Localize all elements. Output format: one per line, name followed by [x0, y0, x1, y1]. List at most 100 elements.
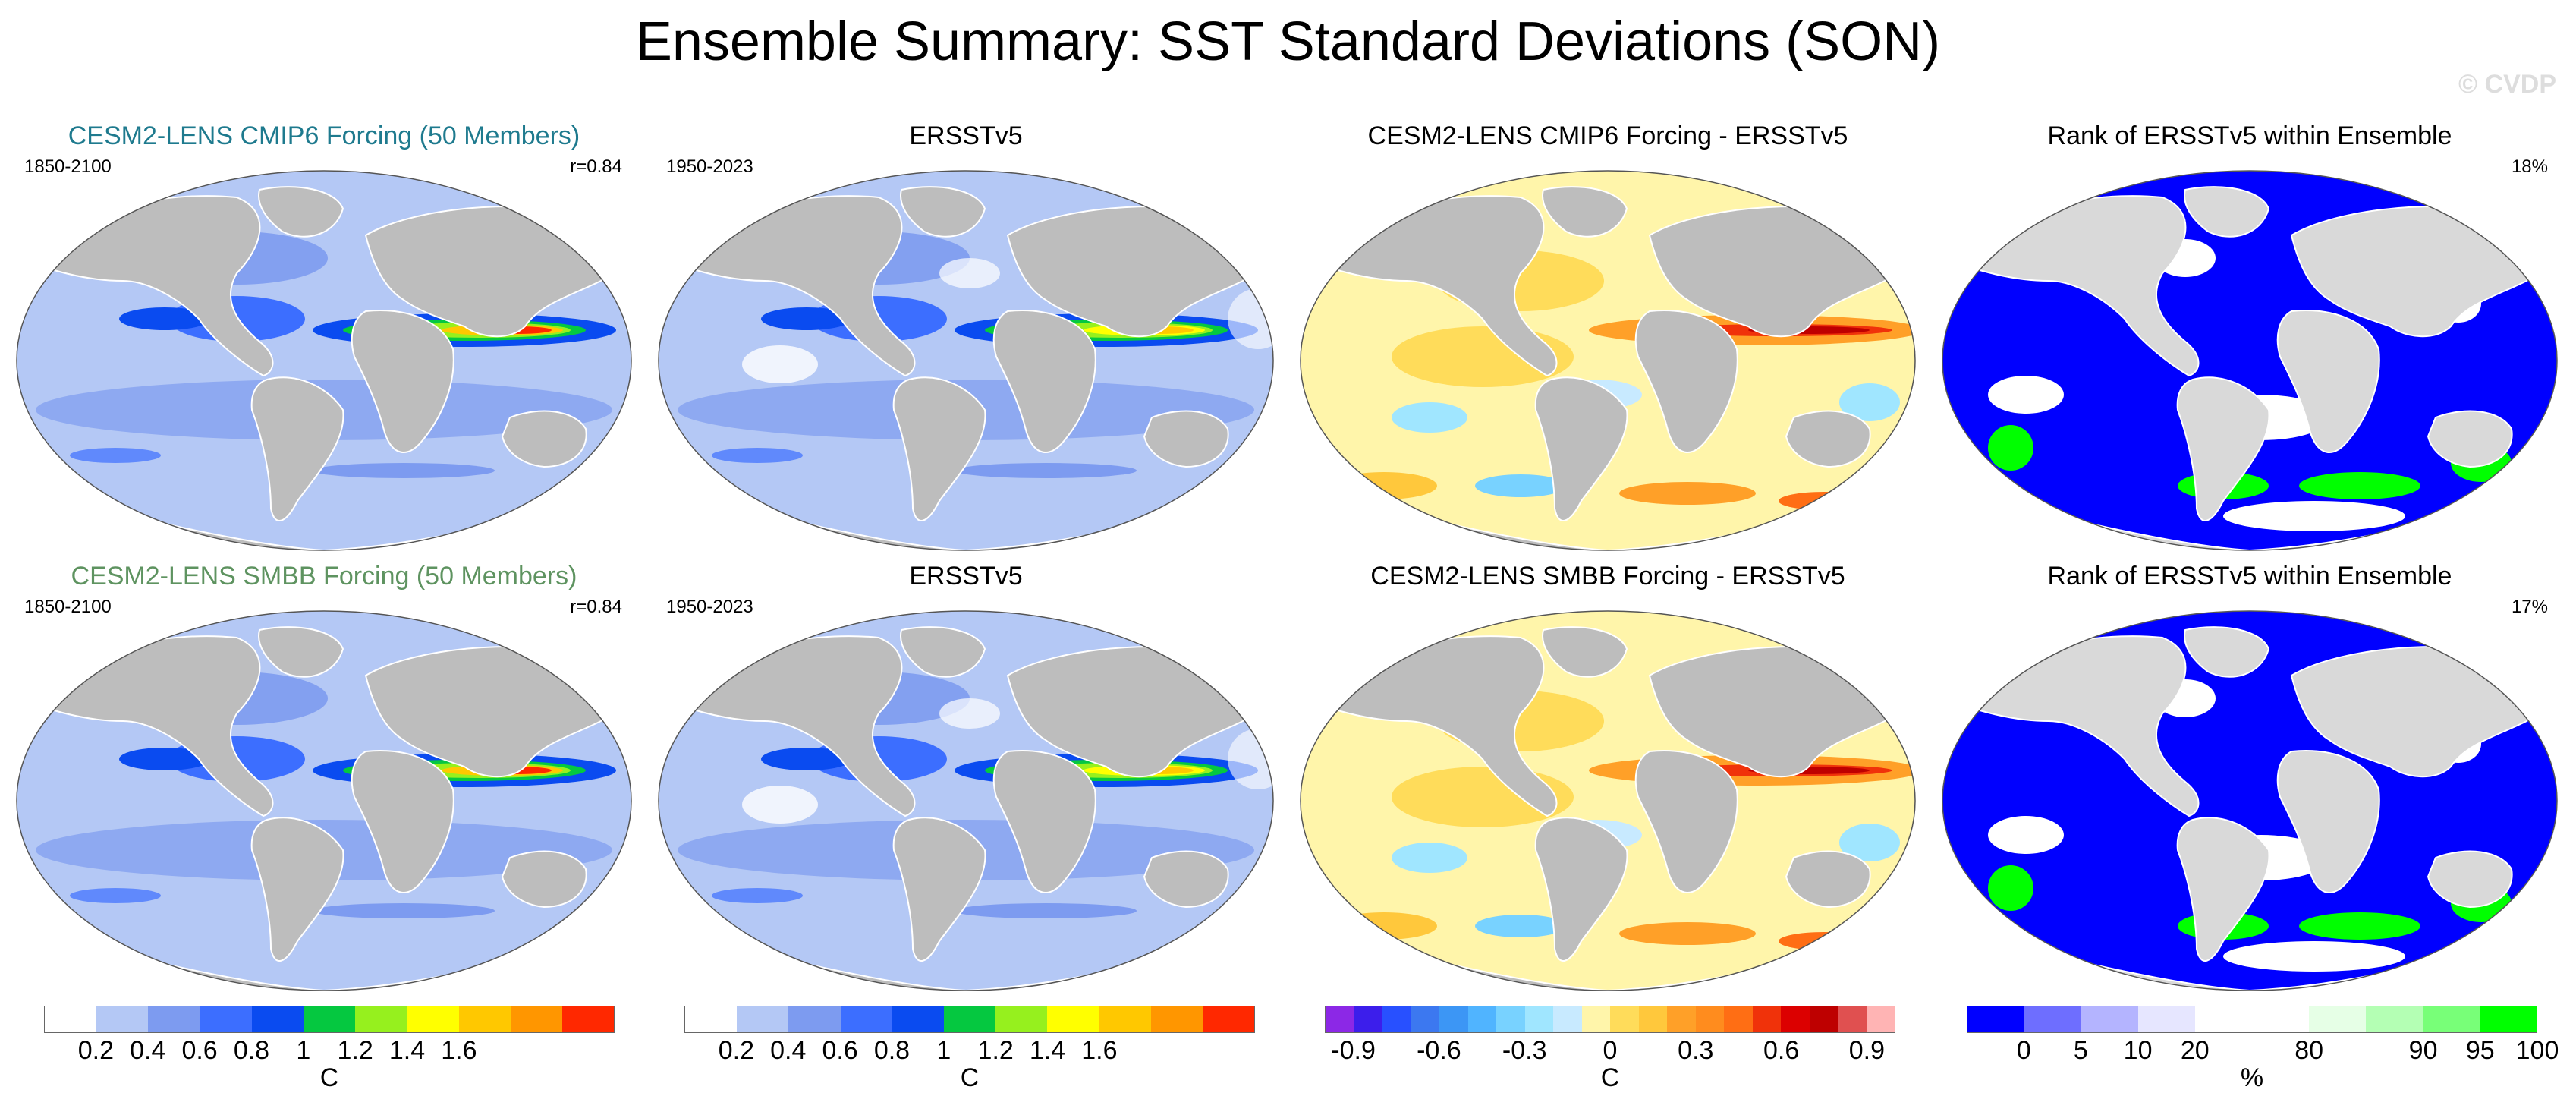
colorbar-swatch	[1610, 1006, 1639, 1032]
colorbar-swatch	[1809, 1006, 1838, 1032]
colorbar-swatch	[407, 1006, 459, 1032]
panel-title: Rank of ERSSTv5 within Ensemble	[2047, 121, 2452, 150]
colorbar-swatch	[840, 1006, 892, 1032]
colorbar-swatch	[995, 1006, 1048, 1032]
panel-rank-row2: Rank of ERSSTv5 within Ensemble 17%	[1935, 562, 2565, 994]
colorbar-swatch	[1150, 1006, 1203, 1032]
colorbar-swatch	[45, 1006, 97, 1032]
panel-model-row1: CESM2-LENS CMIP6 Forcing (50 Members) 185…	[9, 121, 639, 554]
colorbar-swatch	[1838, 1006, 1867, 1032]
colorbar-tick-label: 0.9	[1848, 1036, 1886, 1065]
colorbar-swatch	[1439, 1006, 1468, 1032]
period-label: 1950-2023	[666, 597, 753, 617]
colorbar-tick-label: 100	[2515, 1036, 2559, 1065]
colorbar-tick-label: 90	[2408, 1036, 2438, 1065]
colorbar-tick-label: 95	[2465, 1036, 2495, 1065]
panel-obs-row2: ERSSTv5 1950-2023	[651, 562, 1281, 994]
panel-title: CESM2-LENS CMIP6 Forcing (50 Members)	[68, 121, 580, 150]
colorbar-tick-label: 0	[1603, 1036, 1618, 1065]
rank-percent-label: 18%	[2511, 156, 2548, 177]
colorbar-swatch	[1866, 1006, 1895, 1032]
colorbar-swatch	[1638, 1006, 1667, 1032]
period-label: 1850-2100	[24, 597, 112, 617]
colorbar-swatch	[788, 1006, 841, 1032]
colorbar-tick-label: 1	[296, 1036, 311, 1065]
colorbar-tick-label: 1.4	[388, 1036, 426, 1065]
pattern-correlation-label: r=0.84	[570, 597, 622, 617]
colorbar-swatch	[561, 1006, 615, 1032]
colorbar-swatch	[1667, 1006, 1696, 1032]
panel-title: Rank of ERSSTv5 within Ensemble	[2047, 562, 2452, 591]
colorbar-swatch	[96, 1006, 149, 1032]
colorbar-swatch	[355, 1006, 407, 1032]
colorbar-tick-label: -0.6	[1417, 1036, 1461, 1065]
colorbar-tick-label: 0.3	[1678, 1036, 1714, 1065]
figure-title: Ensemble Summary: SST Standard Deviation…	[635, 11, 1941, 72]
colorbar-tick-label: 0.6	[181, 1036, 218, 1065]
colorbar-tick-label: 0	[2016, 1036, 2031, 1065]
colorbar-tick-label: 1.2	[337, 1036, 373, 1065]
colorbar-unit: C	[1600, 1063, 1620, 1092]
rank-percent-label: 17%	[2511, 597, 2548, 617]
world-map-rank	[1942, 610, 2558, 991]
colorbar-swatch	[2081, 1006, 2138, 1032]
colorbar-swatch	[1695, 1006, 1724, 1032]
colorbar-swatch	[1967, 1006, 2024, 1032]
world-map-diff	[1300, 170, 1916, 551]
colorbar-unit: %	[2240, 1063, 2264, 1092]
world-map-model	[16, 610, 632, 991]
world-map-rank	[1942, 170, 2558, 551]
panel-obs-row1: ERSSTv5 1950-2023	[651, 121, 1281, 554]
colorbar-swatch	[1752, 1006, 1781, 1032]
colorbar-2: 0.2 0.4 0.6 0.8 1 1.2 1.4 1.6 C	[684, 1006, 1255, 1104]
colorbar-swatch	[1781, 1006, 1810, 1032]
panel-title: CESM2-LENS CMIP6 Forcing - ERSSTv5	[1367, 121, 1848, 150]
colorbar-tick-label: 0.4	[130, 1036, 166, 1065]
colorbar-swatch	[737, 1006, 789, 1032]
colorbar-tick-label: -0.3	[1502, 1036, 1547, 1065]
colorbar-tick-label: 1.2	[977, 1036, 1014, 1065]
colorbar-tick-label: 0.2	[77, 1036, 114, 1065]
colorbar-swatch	[1496, 1006, 1525, 1032]
period-label: 1850-2100	[24, 156, 112, 177]
colorbar-tick-label: -0.9	[1331, 1036, 1376, 1065]
panel-title: ERSSTv5	[909, 562, 1023, 591]
colorbar-swatch	[1467, 1006, 1496, 1032]
colorbar-swatch	[892, 1006, 944, 1032]
colorbar-tick-label: 1.4	[1029, 1036, 1066, 1065]
colorbar-swatch	[148, 1006, 200, 1032]
colorbar-1: 0.2 0.4 0.6 0.8 1 1.2 1.4 1.6 C	[44, 1006, 615, 1104]
colorbar-swatch	[1581, 1006, 1610, 1032]
panel-rank-row1: Rank of ERSSTv5 within Ensemble 18%	[1935, 121, 2565, 554]
colorbar-swatch	[1524, 1006, 1553, 1032]
colorbar-tick-label: 0.6	[822, 1036, 858, 1065]
colorbar-unit: C	[960, 1063, 980, 1092]
colorbar-swatch	[1354, 1006, 1382, 1032]
world-map-obs	[658, 610, 1274, 991]
colorbar-swatch	[2195, 1006, 2252, 1032]
period-label: 1950-2023	[666, 156, 753, 177]
colorbar-swatch	[1047, 1006, 1099, 1032]
colorbar-swatch	[1382, 1006, 1411, 1032]
panel-diff-row1: CESM2-LENS CMIP6 Forcing - ERSSTv5	[1293, 121, 1923, 554]
colorbar-swatch	[2366, 1006, 2423, 1032]
colorbar-tick-label: 10	[2123, 1036, 2153, 1065]
colorbar-tick-label: 0.8	[873, 1036, 911, 1065]
cvdp-watermark: © CVDP	[2458, 70, 2556, 99]
panel-diff-row2: CESM2-LENS SMBB Forcing - ERSSTv5	[1293, 562, 1923, 994]
pattern-correlation-label: r=0.84	[570, 156, 622, 177]
colorbar-swatch	[1724, 1006, 1753, 1032]
colorbar-tick-label: 1.6	[441, 1036, 477, 1065]
colorbar-swatch	[2252, 1006, 2309, 1032]
colorbar-4: 0 5 10 20 80 90 95 100%	[1967, 1006, 2559, 1104]
colorbar-tick-label: 20	[2180, 1036, 2210, 1065]
panel-model-row2: CESM2-LENS SMBB Forcing (50 Members) 1850…	[9, 562, 639, 994]
colorbar-tick-label: 80	[2294, 1036, 2324, 1065]
colorbar-tick-label: 0.2	[718, 1036, 754, 1065]
colorbar-swatch	[510, 1006, 562, 1032]
colorbar-swatch	[943, 1006, 996, 1032]
colorbar-swatch	[2480, 1006, 2537, 1032]
colorbar-swatch	[458, 1006, 511, 1032]
colorbar-tick-label: 0.8	[233, 1036, 270, 1065]
colorbar-swatch	[1553, 1006, 1582, 1032]
